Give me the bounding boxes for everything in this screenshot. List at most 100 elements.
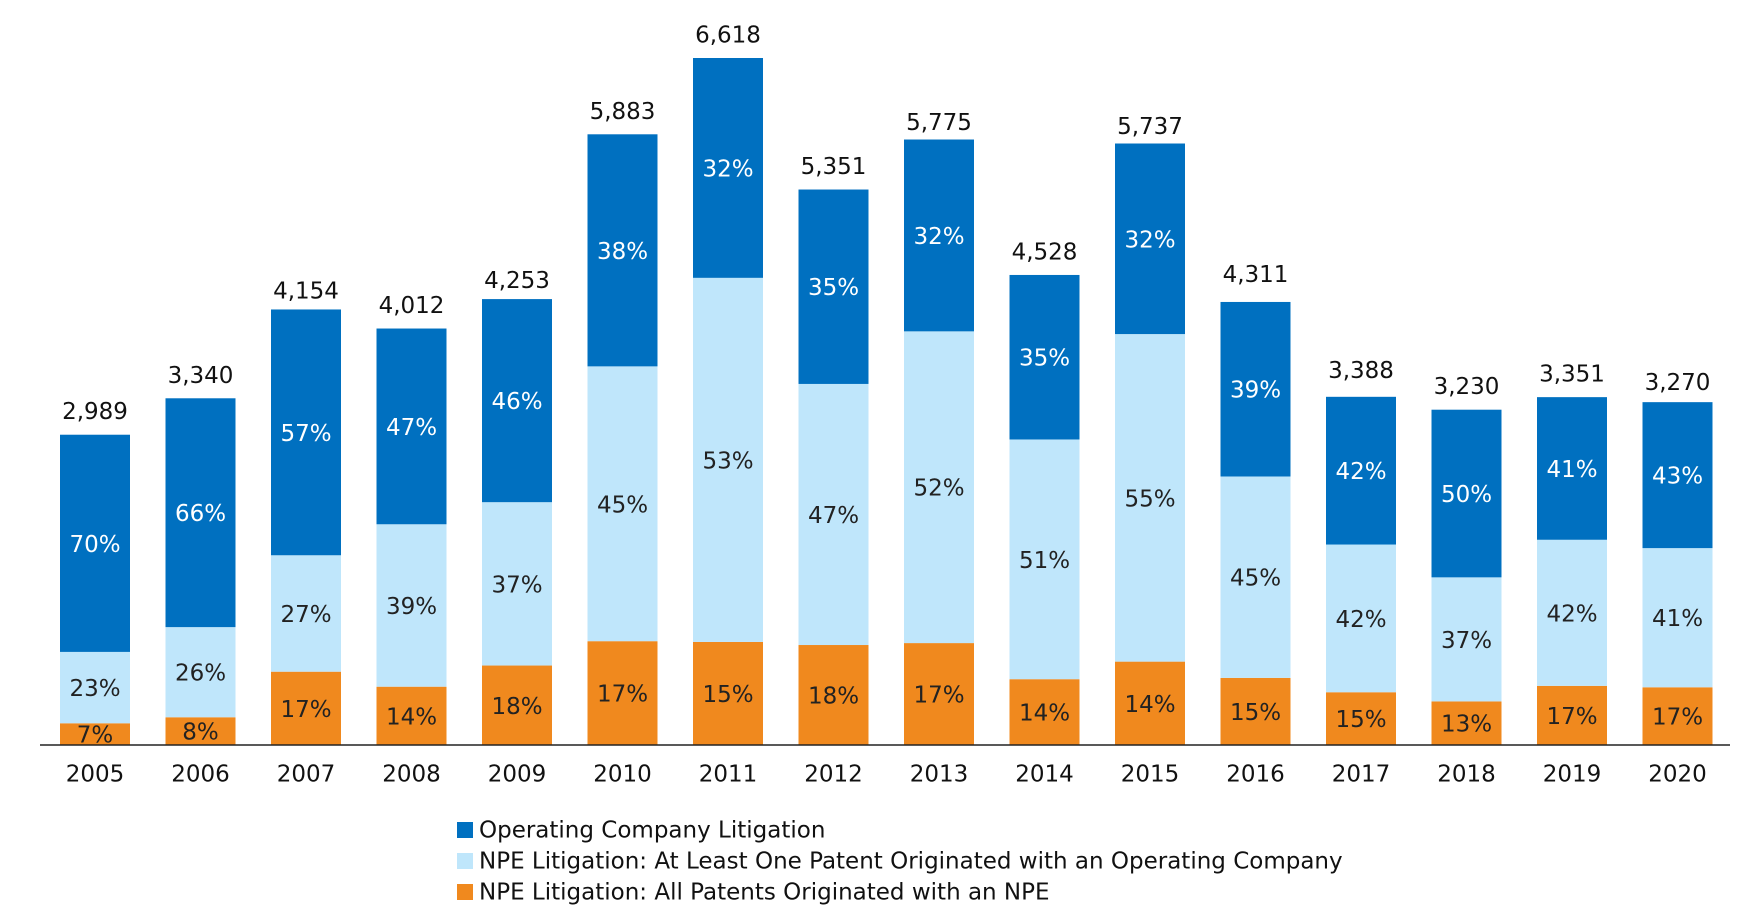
x-tick-label: 2005 [66, 762, 125, 788]
bar-segment [60, 651, 130, 724]
value-label: 46% [491, 389, 542, 415]
value-label: 8% [182, 720, 219, 746]
bar-segment [482, 502, 552, 666]
bar-segment [165, 717, 236, 745]
bar-segment [1326, 396, 1396, 545]
bar-segment [1115, 143, 1185, 335]
value-label: 42% [1335, 607, 1386, 633]
value-label: 57% [280, 421, 331, 447]
value-label: 37% [1441, 628, 1492, 654]
value-label: 13% [1441, 712, 1492, 738]
value-label: 42% [1546, 601, 1597, 627]
x-tick-label: 2020 [1648, 762, 1707, 788]
bar-segment [165, 627, 236, 718]
value-label: 45% [597, 492, 648, 518]
total-label: 2,989 [62, 399, 128, 425]
bar-segment [271, 309, 341, 556]
value-label: 38% [597, 239, 648, 265]
bar-segment [376, 524, 447, 687]
bar-segment [1431, 577, 1502, 702]
bar-segment [587, 641, 658, 745]
value-label: 41% [1546, 457, 1597, 483]
value-label: 66% [175, 501, 226, 527]
value-label: 17% [1546, 704, 1597, 730]
bar-segment [376, 686, 447, 745]
bar-segment [271, 671, 341, 745]
value-label: 15% [1335, 707, 1386, 733]
value-label: 47% [386, 415, 437, 441]
bar-segment [1431, 701, 1502, 745]
bar-segment [1326, 692, 1396, 745]
value-label: 18% [808, 684, 859, 710]
x-tick-label: 2017 [1332, 762, 1391, 788]
bar-segment [798, 383, 869, 646]
bar-segment [904, 139, 974, 332]
bar-segment [482, 299, 552, 503]
value-label: 17% [913, 683, 964, 709]
total-label: 3,351 [1539, 362, 1605, 388]
bar-segment [165, 398, 236, 628]
bar-segment [587, 366, 658, 642]
value-label: 26% [175, 661, 226, 687]
value-label: 35% [1019, 346, 1070, 372]
value-label: 17% [597, 682, 648, 708]
value-label: 15% [1230, 700, 1281, 726]
legend-swatch [457, 822, 473, 838]
value-label: 27% [280, 602, 331, 628]
value-label: 55% [1124, 486, 1175, 512]
bar-segment [60, 434, 130, 652]
bar-segment [1326, 544, 1396, 693]
value-label: 18% [491, 694, 542, 720]
legend-label: NPE Litigation: At Least One Patent Orig… [479, 849, 1343, 875]
value-label: 14% [386, 704, 437, 730]
x-tick-label: 2011 [699, 762, 758, 788]
bar-segment [376, 328, 447, 525]
bar-segment [1537, 539, 1607, 686]
x-tick-label: 2010 [593, 762, 652, 788]
x-tick-label: 2009 [488, 762, 547, 788]
value-label: 14% [1019, 701, 1070, 727]
bar-segment [693, 277, 763, 642]
total-label: 3,270 [1645, 370, 1711, 396]
x-tick-label: 2015 [1121, 762, 1180, 788]
legend-label: Operating Company Litigation [479, 818, 825, 844]
value-label: 39% [386, 594, 437, 620]
x-tick-label: 2018 [1437, 762, 1496, 788]
bar-segment [482, 665, 552, 745]
total-label: 4,528 [1012, 239, 1078, 265]
bar-segment [60, 723, 130, 745]
total-label: 5,737 [1117, 114, 1183, 140]
bar-segment [271, 555, 341, 672]
legend-label: NPE Litigation: All Patents Originated w… [479, 880, 1050, 906]
bar-segment [1115, 661, 1185, 745]
bar-segment [693, 58, 763, 278]
value-label: 70% [69, 532, 120, 558]
total-label: 4,311 [1223, 262, 1289, 288]
bar-segment [798, 189, 869, 384]
x-tick-label: 2007 [277, 762, 336, 788]
bar-segment [1642, 687, 1713, 745]
value-label: 39% [1230, 378, 1281, 404]
value-label: 17% [1652, 705, 1703, 731]
value-label: 15% [702, 682, 753, 708]
value-label: 35% [808, 275, 859, 301]
value-label: 43% [1652, 464, 1703, 490]
total-label: 3,340 [168, 363, 234, 389]
value-label: 45% [1230, 566, 1281, 592]
value-label: 52% [913, 476, 964, 502]
value-label: 14% [1124, 692, 1175, 718]
total-label: 5,775 [906, 110, 972, 136]
value-label: 32% [1124, 227, 1175, 253]
bar-segment [1009, 679, 1080, 745]
x-tick-label: 2008 [382, 762, 441, 788]
total-label: 5,351 [801, 154, 867, 180]
value-label: 51% [1019, 548, 1070, 574]
bar-segment [904, 643, 974, 745]
legend-swatch [457, 884, 473, 900]
bar-segment [1220, 476, 1291, 678]
value-label: 53% [702, 448, 753, 474]
x-tick-label: 2016 [1226, 762, 1285, 788]
value-label: 50% [1441, 482, 1492, 508]
bar-segment [1009, 274, 1080, 440]
